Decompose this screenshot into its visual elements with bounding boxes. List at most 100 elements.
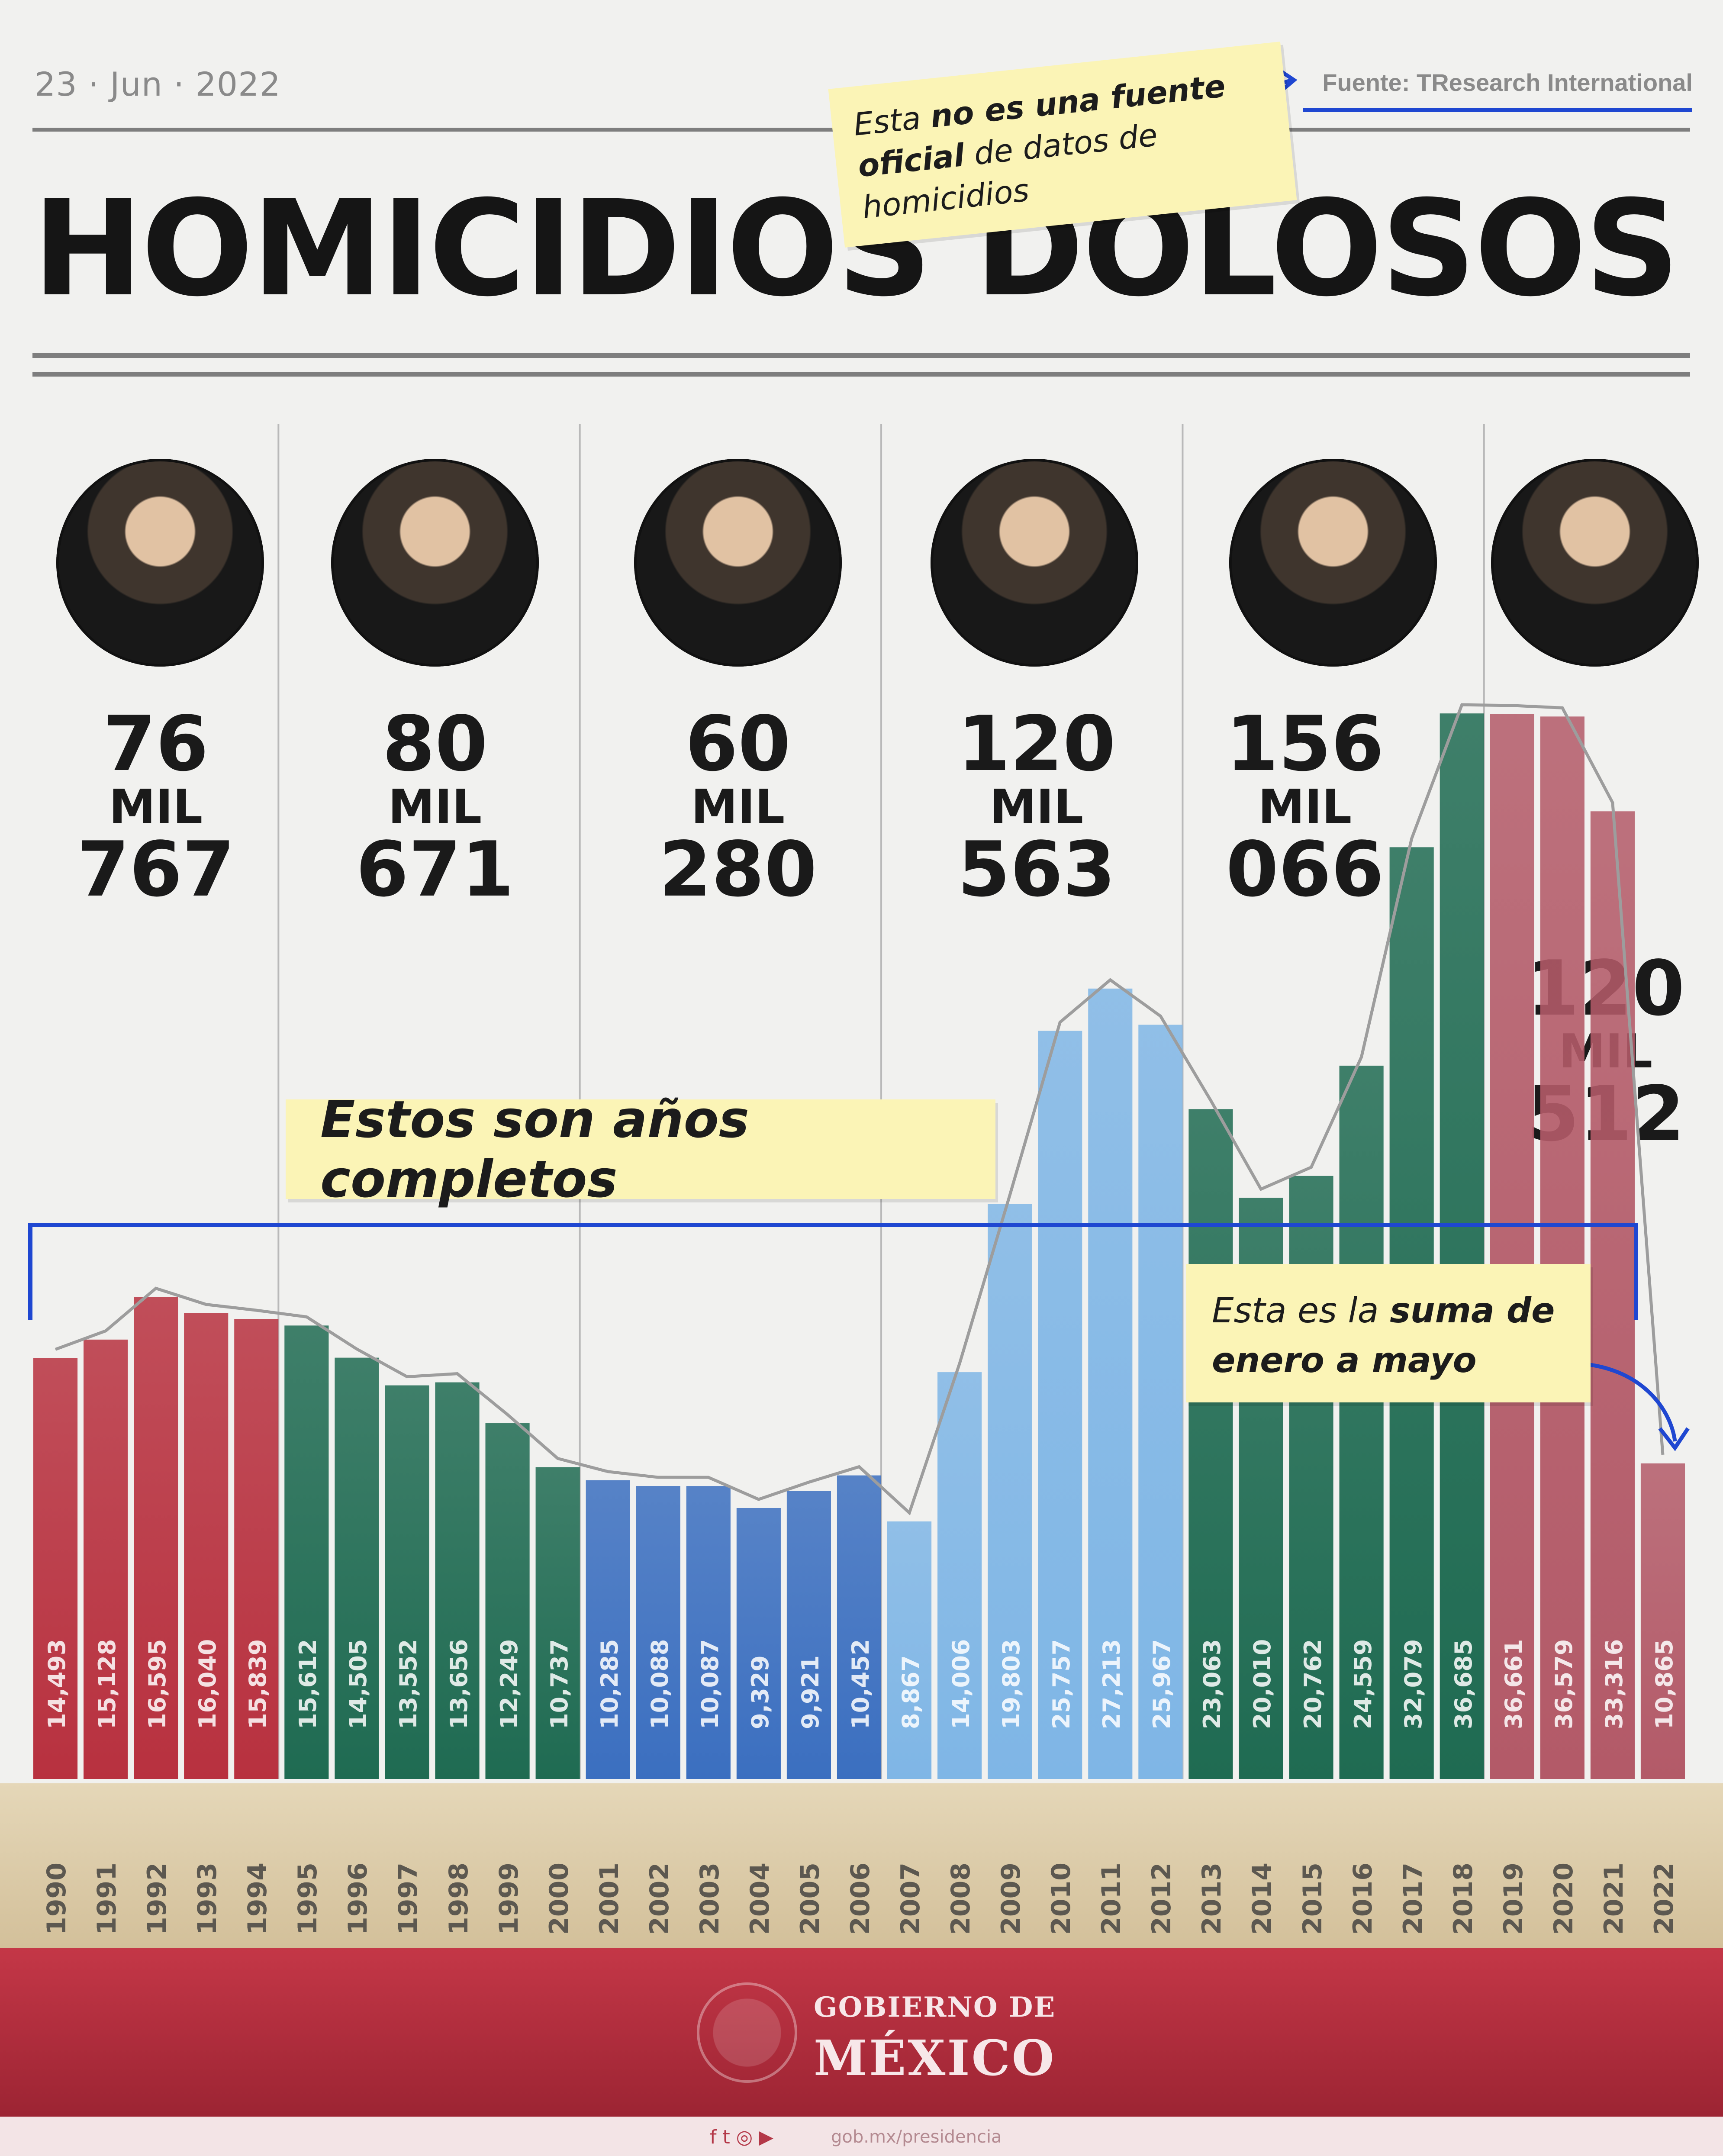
social-icons[interactable]: f t ◎ ▶ <box>710 2126 773 2148</box>
coat-of-arms-logo <box>697 1982 797 2083</box>
year-label: 2016 <box>1347 1863 1378 1935</box>
year-label: 2008 <box>946 1863 976 1935</box>
year-label: 2017 <box>1398 1863 1428 1935</box>
bar-value-label: 12,249 <box>495 1639 523 1729</box>
complete-years-note: Estos son años completos <box>286 1089 995 1209</box>
note-text: Esta <box>852 98 933 143</box>
bar-2001 <box>586 1480 630 1779</box>
year-label: 2001 <box>594 1863 625 1935</box>
year-label: 1994 <box>242 1863 273 1935</box>
bar-value-label: 20,010 <box>1249 1639 1276 1729</box>
year-label: 1999 <box>493 1863 524 1935</box>
year-label: 2012 <box>1147 1863 1177 1935</box>
bar-2020 <box>1540 716 1585 1779</box>
bar-1994 <box>234 1319 279 1779</box>
bar-2003 <box>686 1486 731 1779</box>
year-label: 2002 <box>644 1863 675 1935</box>
year-label: 2022 <box>1649 1863 1679 1935</box>
bar-value-label: 25,967 <box>1148 1639 1176 1729</box>
president-portrait-4 <box>931 459 1138 667</box>
term-total-thousands: 60 <box>685 700 791 788</box>
bar-value-label: 14,006 <box>947 1639 975 1729</box>
term-total-unit: MIL <box>989 780 1084 834</box>
year-label: 1992 <box>142 1863 173 1935</box>
note-emphasis: suma de enero a mayo <box>1212 1290 1555 1380</box>
term-total-unit: MIL <box>1258 780 1352 834</box>
bar-2011 <box>1088 988 1133 1779</box>
bar-value-label: 23,063 <box>1198 1639 1226 1729</box>
term-total-unit: MIL <box>691 780 785 834</box>
bar-value-label: 16,040 <box>194 1639 222 1729</box>
year-label: 1995 <box>293 1863 323 1935</box>
bar-1997 <box>385 1385 429 1779</box>
term-total-thousands: 156 <box>1226 700 1384 788</box>
bar-value-label: 20,762 <box>1299 1639 1327 1729</box>
bar-value-label: 10,087 <box>696 1639 724 1729</box>
partial-year-note: Esta es la suma de enero a mayo <box>1186 1264 1591 1402</box>
term-total-1: 76 MIL 767 <box>35 706 277 909</box>
term-total-rest: 563 <box>957 826 1116 914</box>
term-total-rest: 767 <box>77 826 235 914</box>
term-total-rest: 066 <box>1226 826 1384 914</box>
year-label: 2011 <box>1096 1863 1127 1935</box>
term-total-thousands: 76 <box>103 700 209 788</box>
term-total-rest: 280 <box>659 826 817 914</box>
bar-1998 <box>435 1382 480 1779</box>
bar-value-label: 9,921 <box>796 1655 824 1729</box>
title-rule-2 <box>32 372 1690 377</box>
year-label: 2018 <box>1448 1863 1478 1935</box>
term-total-unit: MIL <box>388 780 482 834</box>
bar-1991 <box>84 1339 128 1779</box>
term-total-5: 156 MIL 066 <box>1184 706 1426 909</box>
bar-value-label: 13,552 <box>395 1639 422 1729</box>
president-portrait-5 <box>1229 459 1437 667</box>
bar-2022 <box>1640 1463 1685 1779</box>
bar-value-label: 10,865 <box>1650 1639 1678 1729</box>
bar-2004 <box>736 1508 781 1779</box>
bar-2007 <box>887 1521 932 1779</box>
year-label: 1997 <box>393 1863 424 1935</box>
bar-value-label: 9,329 <box>746 1655 774 1729</box>
bar-value-label: 14,505 <box>345 1639 372 1729</box>
term-total-2: 80 MIL 671 <box>314 706 556 909</box>
year-label: 2010 <box>1046 1863 1077 1935</box>
year-label: 2003 <box>694 1863 725 1935</box>
year-label: 2000 <box>544 1863 574 1935</box>
date-label: 23 · Jun · 2022 <box>35 65 281 103</box>
year-label: 1993 <box>192 1863 223 1935</box>
year-label: 1998 <box>443 1863 474 1935</box>
bar-2008 <box>937 1372 982 1779</box>
bar-value-label: 33,316 <box>1600 1639 1628 1729</box>
bar-value-label: 15,839 <box>244 1639 272 1729</box>
bar-value-label: 10,737 <box>545 1639 573 1729</box>
bar-value-label: 32,079 <box>1399 1639 1427 1729</box>
year-label: 2020 <box>1548 1863 1579 1935</box>
bar-value-label: 36,579 <box>1550 1639 1578 1729</box>
president-portrait-3 <box>634 459 842 667</box>
year-label: 1991 <box>92 1863 122 1935</box>
bar-1995 <box>284 1325 329 1779</box>
bar-2012 <box>1138 1025 1183 1779</box>
year-label: 2004 <box>744 1863 775 1935</box>
source-underline <box>1303 108 1692 112</box>
bar-2010 <box>1038 1031 1082 1779</box>
term-total-thousands: 80 <box>382 700 488 788</box>
bar-2016 <box>1339 1065 1384 1779</box>
year-label: 2007 <box>895 1863 926 1935</box>
bar-1996 <box>335 1357 379 1779</box>
bar-value-label: 8,867 <box>897 1655 925 1729</box>
bar-2005 <box>786 1491 831 1779</box>
president-portrait-6 <box>1491 459 1699 667</box>
bar-2000 <box>535 1467 580 1779</box>
bar-value-label: 10,452 <box>847 1639 874 1729</box>
bar-value-label: 16,595 <box>144 1639 171 1729</box>
bar-1990 <box>33 1358 78 1779</box>
bar-value-label: 24,559 <box>1349 1639 1377 1729</box>
year-axis-band <box>0 1783 1723 1948</box>
year-label: 2015 <box>1297 1863 1328 1935</box>
term-total-3: 60 MIL 280 <box>617 706 859 909</box>
website-link[interactable]: gob.mx/presidencia <box>831 2127 1002 2147</box>
year-label: 2005 <box>795 1863 825 1935</box>
